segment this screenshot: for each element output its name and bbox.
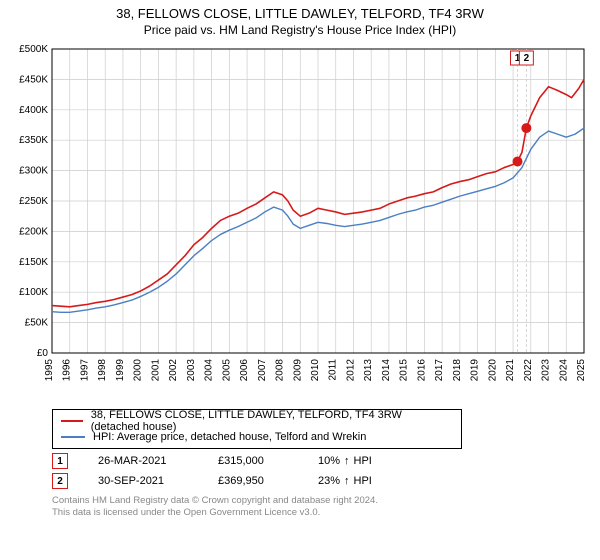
svg-text:2007: 2007 (257, 359, 268, 382)
legend: 38, FELLOWS CLOSE, LITTLE DAWLEY, TELFOR… (52, 409, 462, 449)
svg-text:2013: 2013 (363, 359, 374, 382)
up-arrow-icon: ↑ (344, 475, 350, 487)
svg-text:2002: 2002 (168, 359, 179, 382)
legend-item: 38, FELLOWS CLOSE, LITTLE DAWLEY, TELFOR… (61, 413, 453, 429)
sale-date: 26-MAR-2021 (98, 455, 188, 467)
svg-text:2015: 2015 (399, 359, 410, 382)
sale-badge: 1 (52, 453, 68, 469)
svg-text:2010: 2010 (310, 359, 321, 382)
svg-text:2022: 2022 (523, 359, 534, 382)
svg-text:£500K: £500K (19, 44, 48, 55)
svg-text:2005: 2005 (221, 359, 232, 382)
svg-text:1998: 1998 (97, 359, 108, 382)
legend-swatch (61, 420, 83, 422)
chart-area: £0 £50K £100K £150K £200K £250K £300K £350K £400… (8, 43, 592, 403)
disclaimer-line-1: Contains HM Land Registry data © Crown c… (52, 495, 592, 507)
svg-text:£150K: £150K (19, 257, 48, 268)
svg-text:2025: 2025 (576, 359, 587, 382)
svg-text:2018: 2018 (452, 359, 463, 382)
svg-text:1997: 1997 (79, 359, 90, 382)
svg-text:2000: 2000 (133, 359, 144, 382)
sale-price: £369,950 (218, 475, 288, 487)
svg-text:£400K: £400K (19, 105, 48, 116)
sale-row: 2 30-SEP-2021 £369,950 23%↑HPI (52, 473, 592, 489)
svg-text:2012: 2012 (345, 359, 356, 382)
svg-text:£450K: £450K (19, 74, 48, 85)
svg-text:2011: 2011 (328, 359, 339, 381)
legend-label: 38, FELLOWS CLOSE, LITTLE DAWLEY, TELFOR… (91, 409, 453, 433)
svg-text:2020: 2020 (487, 359, 498, 382)
svg-text:2021: 2021 (505, 359, 516, 382)
disclaimer-line-2: This data is licensed under the Open Gov… (52, 507, 592, 519)
svg-text:2014: 2014 (381, 359, 392, 382)
sale-hpi-delta: 10%↑HPI (318, 455, 372, 467)
svg-text:£300K: £300K (19, 166, 48, 177)
svg-text:2023: 2023 (541, 359, 552, 382)
svg-text:1999: 1999 (115, 359, 126, 382)
svg-text:1995: 1995 (44, 359, 55, 382)
sale-price: £315,000 (218, 455, 288, 467)
svg-text:2004: 2004 (204, 359, 215, 382)
svg-text:2006: 2006 (239, 359, 250, 382)
sale-hpi-delta: 23%↑HPI (318, 475, 372, 487)
legend-label: HPI: Average price, detached house, Telf… (93, 431, 366, 443)
svg-text:2008: 2008 (275, 359, 286, 382)
svg-text:2019: 2019 (470, 359, 481, 382)
up-arrow-icon: ↑ (344, 455, 350, 467)
svg-text:£50K: £50K (25, 318, 49, 329)
svg-text:2001: 2001 (150, 359, 161, 382)
sale-date: 30-SEP-2021 (98, 475, 188, 487)
disclaimer: Contains HM Land Registry data © Crown c… (52, 495, 592, 520)
sale-badge: 2 (52, 473, 68, 489)
svg-text:£200K: £200K (19, 226, 48, 237)
svg-text:£350K: £350K (19, 135, 48, 146)
svg-text:£250K: £250K (19, 196, 48, 207)
svg-text:£0: £0 (37, 348, 49, 359)
svg-text:2: 2 (524, 53, 530, 64)
chart-subtitle: Price paid vs. HM Land Registry's House … (8, 23, 592, 37)
svg-text:1996: 1996 (62, 359, 73, 382)
svg-text:£100K: £100K (19, 287, 48, 298)
svg-text:2016: 2016 (416, 359, 427, 382)
svg-text:2024: 2024 (558, 359, 569, 382)
svg-text:2009: 2009 (292, 359, 303, 382)
line-chart: £0 £50K £100K £150K £200K £250K £300K £350K £400… (8, 43, 592, 403)
svg-text:2017: 2017 (434, 359, 445, 382)
svg-text:2003: 2003 (186, 359, 197, 382)
chart-title: 38, FELLOWS CLOSE, LITTLE DAWLEY, TELFOR… (8, 6, 592, 21)
sale-row: 1 26-MAR-2021 £315,000 10%↑HPI (52, 453, 592, 469)
legend-swatch (61, 436, 85, 438)
